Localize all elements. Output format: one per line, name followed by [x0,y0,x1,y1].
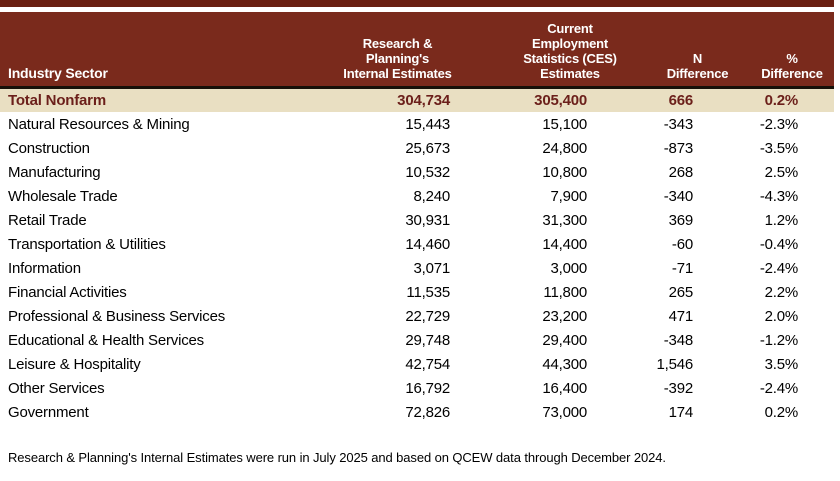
internal-estimate-cell: 25,673 [405,139,450,157]
pct-difference-cell: 3.5% [764,355,799,373]
n-difference-cell: -340 [663,187,693,205]
sector-cell: Manufacturing [8,163,101,181]
pct-difference-cell: -0.4% [759,235,798,253]
pct-difference-cell: 1.2% [764,211,799,229]
sector-cell: Leisure & Hospitality [8,355,141,373]
n-difference-cell: 666 [668,92,694,109]
top-accent-bar [0,0,834,7]
n-difference-cell: 265 [668,283,694,301]
ces-estimate-cell: 7,900 [550,187,587,205]
internal-estimate-cell: 30,931 [405,211,450,229]
internal-estimate-cell: 10,532 [405,163,450,181]
table-row: Leisure & Hospitality 42,754 44,300 1,54… [0,352,834,376]
n-difference-cell: -392 [663,379,693,397]
n-difference-cell: 471 [668,307,694,325]
sector-cell: Financial Activities [8,283,127,301]
sector-cell: Other Services [8,379,105,397]
ces-estimate-cell: 29,400 [542,331,587,349]
column-header-ces-estimates: Current Employment Statistics (CES) Esti… [523,21,617,81]
pct-difference-cell: -4.3% [759,187,798,205]
n-difference-cell: -71 [671,259,693,277]
table-row: Natural Resources & Mining 15,443 15,100… [0,112,834,136]
table-row: Total Nonfarm 304,734 305,400 666 0.2% [0,89,834,112]
table-row: Financial Activities 11,535 11,800 265 2… [0,280,834,304]
pct-difference-cell: 0.2% [764,403,799,421]
internal-estimate-cell: 22,729 [405,307,450,325]
pct-difference-cell: 2.2% [764,283,799,301]
sector-cell: Natural Resources & Mining [8,115,190,133]
table-header-row: Industry Sector Research & Planning's In… [0,12,834,86]
n-difference-cell: -873 [663,139,693,157]
internal-estimate-cell: 3,071 [413,259,450,277]
table-row: Other Services 16,792 16,400 -392 -2.4% [0,376,834,400]
table-row: Government 72,826 73,000 174 0.2% [0,400,834,424]
internal-estimate-cell: 29,748 [405,331,450,349]
table-row: Construction 25,673 24,800 -873 -3.5% [0,136,834,160]
n-difference-cell: -343 [663,115,693,133]
internal-estimate-cell: 11,535 [406,283,450,301]
column-header-industry-sector: Industry Sector [8,65,108,81]
internal-estimate-cell: 42,754 [405,355,450,373]
sector-cell: Government [8,403,89,421]
pct-difference-cell: -2.3% [759,115,798,133]
ces-estimate-cell: 14,400 [542,235,587,253]
ces-estimate-cell: 24,800 [542,139,587,157]
n-difference-cell: -60 [671,235,693,253]
n-difference-cell: 174 [668,403,694,421]
ces-estimate-cell: 16,400 [542,379,587,397]
sector-cell: Construction [8,139,90,157]
table-row: Educational & Health Services 29,748 29,… [0,328,834,352]
ces-estimate-cell: 11,800 [543,283,587,301]
sector-cell: Professional & Business Services [8,307,226,325]
pct-difference-cell: 2.0% [764,307,799,325]
internal-estimate-cell: 14,460 [405,235,450,253]
ces-estimate-cell: 305,400 [534,92,587,109]
table-body: Total Nonfarm 304,734 305,400 666 0.2% N… [0,89,840,424]
table-row: Wholesale Trade 8,240 7,900 -340 -4.3% [0,184,834,208]
sector-cell: Transportation & Utilities [8,235,166,253]
sector-cell: Information [8,259,81,277]
internal-estimate-cell: 304,734 [397,92,450,109]
internal-estimate-cell: 72,826 [405,403,450,421]
sector-cell: Educational & Health Services [8,331,204,349]
sector-cell: Total Nonfarm [8,92,106,109]
ces-estimate-cell: 3,000 [550,259,587,277]
pct-difference-cell: -3.5% [759,139,798,157]
sector-cell: Retail Trade [8,211,87,229]
n-difference-cell: 1,546 [656,355,693,373]
table-row: Information 3,071 3,000 -71 -2.4% [0,256,834,280]
table-row: Professional & Business Services 22,729 … [0,304,834,328]
ces-estimate-cell: 10,800 [542,163,587,181]
n-difference-cell: 268 [668,163,694,181]
internal-estimate-cell: 16,792 [405,379,450,397]
n-difference-cell: 369 [668,211,694,229]
pct-difference-cell: -2.4% [759,379,798,397]
table-row: Transportation & Utilities 14,460 14,400… [0,232,834,256]
ces-estimate-cell: 15,100 [542,115,587,133]
table-row: Manufacturing 10,532 10,800 268 2.5% [0,160,834,184]
pct-difference-cell: -1.2% [759,331,798,349]
table-row: Retail Trade 30,931 31,300 369 1.2% [0,208,834,232]
ces-estimate-cell: 44,300 [542,355,587,373]
top-gap [0,7,834,12]
pct-difference-cell: 2.5% [764,163,799,181]
pct-difference-cell: 0.2% [764,92,799,109]
pct-difference-cell: -2.4% [759,259,798,277]
column-header-n-difference: N Difference [666,51,729,81]
internal-estimate-cell: 15,443 [405,115,450,133]
ces-estimate-cell: 31,300 [542,211,587,229]
column-header-pct-difference: % Difference [761,51,823,81]
ces-estimate-cell: 23,200 [542,307,587,325]
column-header-internal-estimates: Research & Planning's Internal Estimates [343,36,452,81]
footnote: Research & Planning's Internal Estimates… [8,450,666,465]
internal-estimate-cell: 8,240 [413,187,450,205]
sector-cell: Wholesale Trade [8,187,118,205]
n-difference-cell: -348 [663,331,693,349]
header-divider-line [0,86,834,89]
ces-estimate-cell: 73,000 [542,403,587,421]
